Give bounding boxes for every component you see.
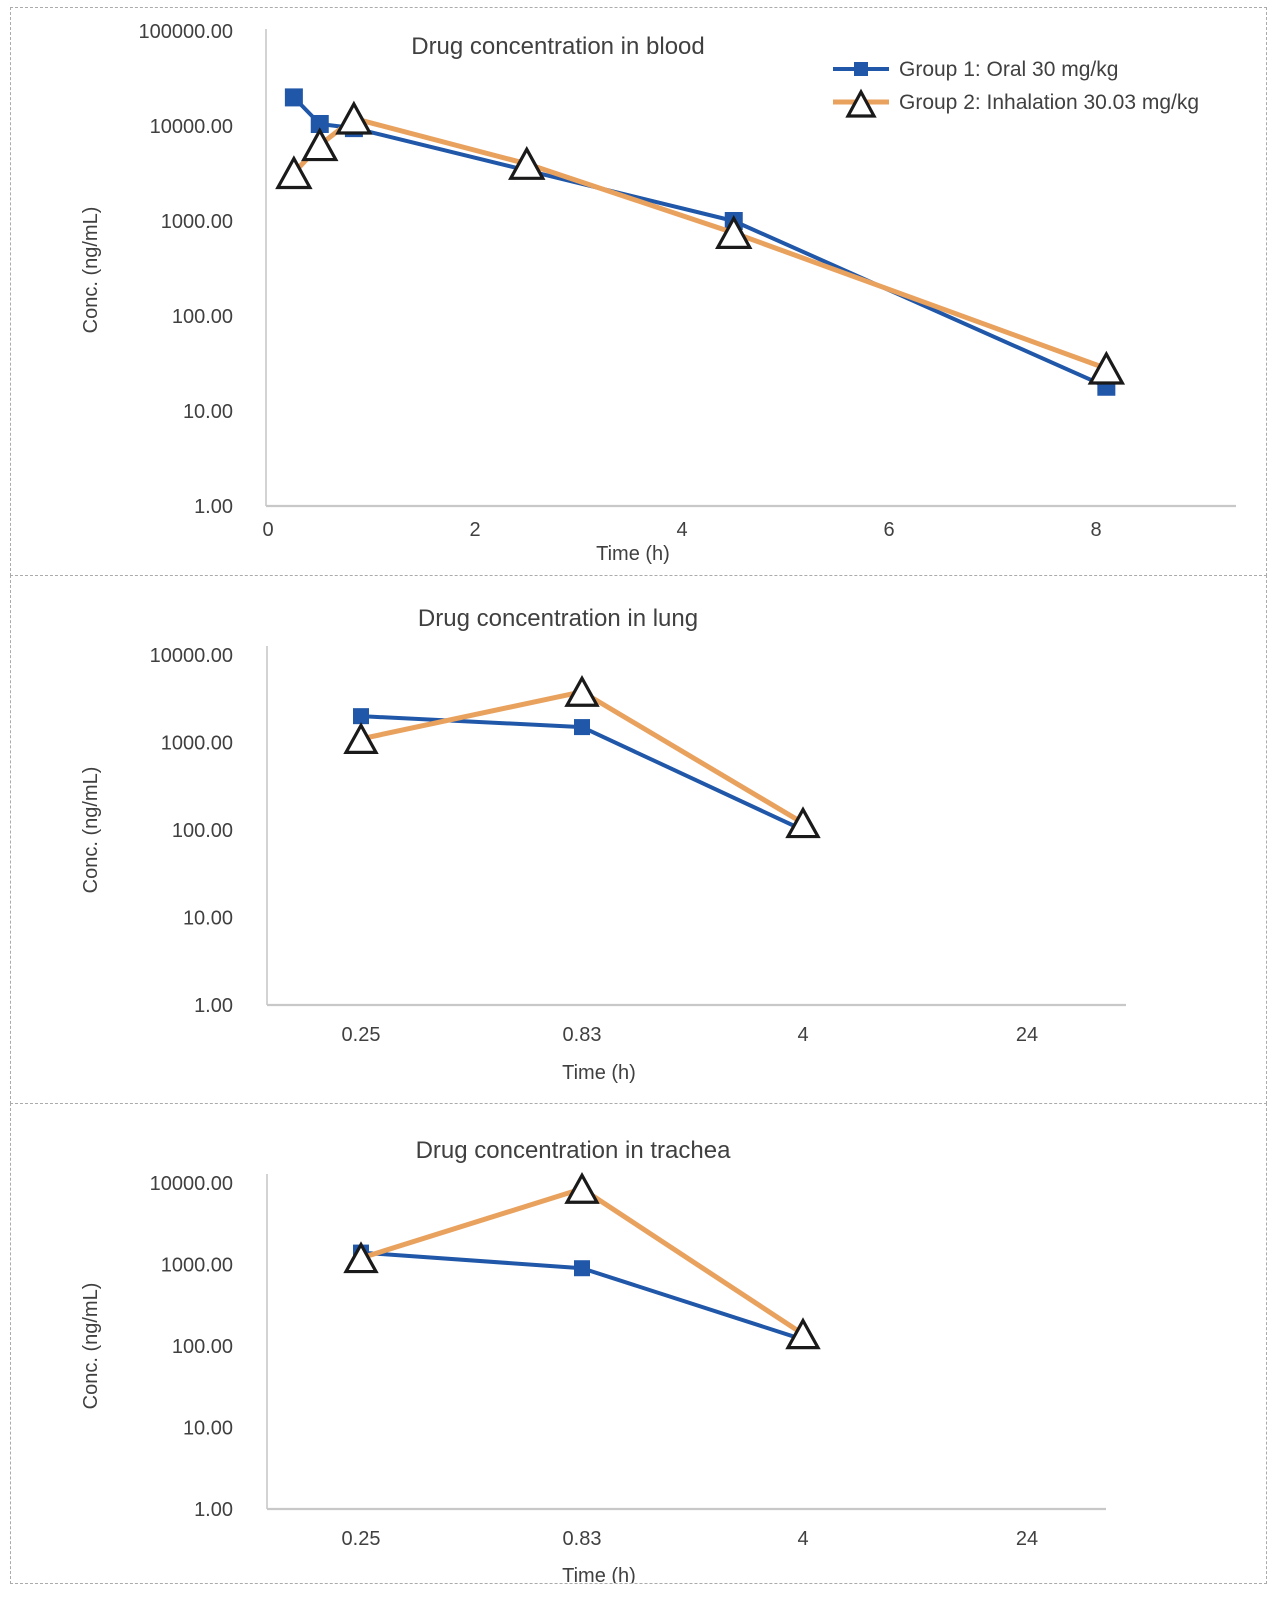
marker-square-group1 — [574, 1260, 590, 1277]
y-tick-label: 10000.00 — [150, 1173, 233, 1195]
y-axis-title: Conc. (ng/mL) — [80, 1283, 102, 1410]
y-tick-label: 10.00 — [183, 401, 233, 423]
marker-triangle-group2 — [785, 1317, 821, 1350]
x-tick-label: 6 — [883, 519, 894, 541]
chart-title: Drug concentration in trachea — [416, 1137, 732, 1164]
marker-triangle-group2 — [785, 806, 821, 839]
y-tick-label: 100000.00 — [138, 21, 233, 43]
figure-panel-blood: 100000.00 10000.00 1000.00 100.00 10.00 1.00 0… — [10, 7, 1267, 576]
legend-marker-square — [854, 62, 868, 76]
x-tick-label: 24 — [1016, 1024, 1038, 1046]
x-tick-label: 8 — [1090, 519, 1101, 541]
marker-square-group1 — [284, 88, 303, 107]
marker-triangle-group2 — [343, 1241, 379, 1274]
y-tick-label: 10000.00 — [150, 645, 233, 667]
y-tick-label: 10.00 — [183, 908, 233, 930]
y-tick-label: 100.00 — [172, 820, 233, 842]
marker-triangle-group2 — [335, 100, 373, 135]
y-tick-label: 1000.00 — [161, 733, 233, 755]
trachea-chart: 10000.00 1000.00 100.00 10.00 1.00 0.25 0.83 4 2… — [80, 1137, 1106, 1583]
x-tick-label: 4 — [797, 1024, 808, 1046]
marker-triangle-group2 — [564, 674, 600, 707]
y-tick-label: 100.00 — [172, 306, 233, 328]
figure-panel-trachea: 10000.00 1000.00 100.00 10.00 1.00 0.25 0.83 4 2… — [10, 1103, 1267, 1584]
x-tick-label: 0 — [262, 519, 273, 541]
x-tick-label: 0.25 — [342, 1024, 381, 1046]
x-tick-label: 2 — [469, 519, 480, 541]
y-tick-label: 1000.00 — [161, 1255, 233, 1277]
y-tick-label: 100.00 — [172, 1336, 233, 1358]
y-tick-label: 1.00 — [194, 1499, 233, 1521]
series-line-group1 — [292, 96, 1108, 389]
lung-chart: 10000.00 1000.00 100.00 10.00 1.00 0.25 0.83 4 2… — [80, 605, 1126, 1084]
marker-square-group1 — [310, 114, 329, 133]
legend-marker-triangle — [845, 88, 877, 118]
x-tick-label: 4 — [676, 519, 687, 541]
x-tick-label: 24 — [1016, 1528, 1038, 1550]
marker-triangle-group2 — [564, 1171, 600, 1204]
x-axis-title: Time (h) — [562, 1062, 636, 1084]
marker-triangle-group2 — [275, 155, 313, 190]
chart-title: Drug concentration in blood — [411, 33, 705, 60]
marker-square-group1 — [353, 708, 369, 725]
chart-title: Drug concentration in lung — [418, 605, 698, 632]
marker-triangle-group2 — [1087, 350, 1126, 385]
marker-square-group1 — [574, 719, 590, 736]
marker-triangle-group2 — [715, 215, 753, 249]
marker-triangle-group2 — [508, 145, 546, 180]
y-tick-label: 1.00 — [194, 995, 233, 1017]
x-axis-title: Time (h) — [562, 1565, 636, 1583]
y-tick-label: 10000.00 — [150, 116, 233, 138]
x-tick-label: 4 — [797, 1528, 808, 1550]
x-tick-label: 0.83 — [563, 1024, 602, 1046]
figure-panel-lung: 10000.00 1000.00 100.00 10.00 1.00 0.25 0.83 4 2… — [10, 575, 1267, 1104]
legend-label-group2: Group 2: Inhalation 30.03 mg/kg — [899, 91, 1199, 114]
series-line-group2 — [360, 689, 805, 826]
y-tick-label: 10.00 — [183, 1418, 233, 1440]
legend-label-group1: Group 1: Oral 30 mg/kg — [899, 58, 1118, 81]
blood-chart: 100000.00 10000.00 1000.00 100.00 10.00 1.00 0… — [80, 21, 1236, 565]
x-axis-title: Time (h) — [596, 543, 670, 565]
marker-triangle-group2 — [343, 722, 379, 754]
x-tick-label: 0.83 — [563, 1528, 602, 1550]
y-axis-title: Conc. (ng/mL) — [80, 207, 102, 334]
y-tick-label: 1.00 — [194, 496, 233, 518]
y-tick-label: 1000.00 — [161, 211, 233, 233]
x-tick-label: 0.25 — [342, 1528, 381, 1550]
y-axis-title: Conc. (ng/mL) — [80, 767, 102, 894]
marker-triangle-group2 — [301, 127, 339, 162]
